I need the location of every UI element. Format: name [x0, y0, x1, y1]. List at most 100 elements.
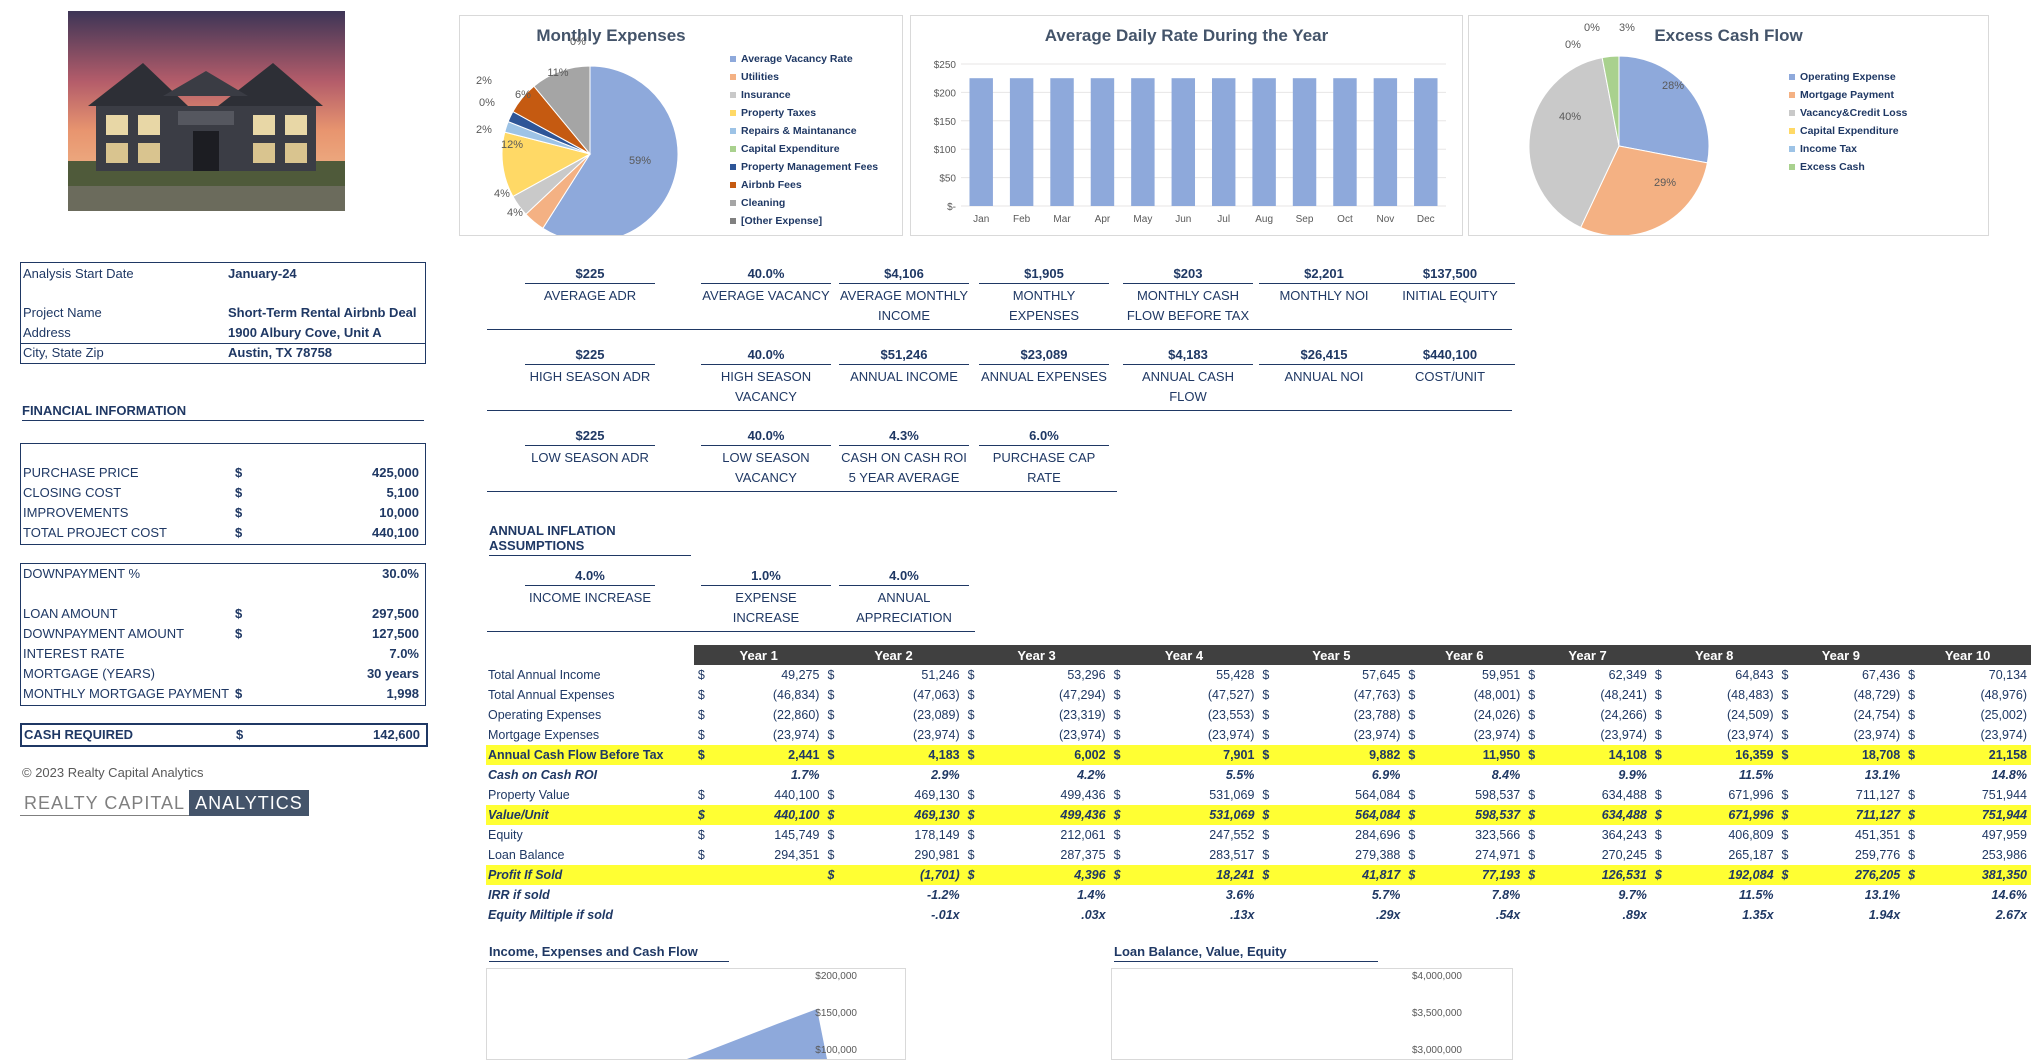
value-cell: (24,026) [1473, 708, 1521, 722]
currency-cell: $ [1404, 865, 1423, 885]
legend-swatch [730, 164, 736, 170]
value-cell: (48,241) [1600, 688, 1647, 702]
value-cell: 276,205 [1795, 865, 1905, 885]
value-cell: 323,566 [1475, 828, 1521, 842]
analysis-start-input[interactable]: January-24 [228, 266, 297, 281]
address-input[interactable]: 1900 Albury Cove, Unit A [228, 325, 382, 340]
slice-label: 2% [476, 124, 492, 136]
slice-label: 0% [1584, 22, 1600, 34]
currency-cell: $ [1654, 688, 1662, 702]
kpi-label: AVERAGE MONTHLY INCOME [839, 288, 969, 323]
kpi-value: 40.0% [701, 266, 831, 284]
value-cell: 59,951 [1482, 668, 1521, 682]
value-cell: 1.4% [1077, 888, 1106, 902]
table-row: Operating Expenses $ (22,860) $ (23,089) $ (23… [486, 705, 2031, 725]
improvements-input[interactable]: 10,000 [379, 505, 419, 520]
value-cell: 14.8% [1991, 768, 2027, 782]
value-cell: 364,243 [1601, 828, 1647, 842]
value-cell: 499,436 [1060, 788, 1106, 802]
value-cell: 406,809 [1728, 828, 1774, 842]
value-cell: 11,950 [1422, 745, 1525, 765]
currency-cell: $ [1113, 668, 1121, 682]
value-cell: 70,134 [1988, 668, 2027, 682]
legend-item: [Other Expense] [730, 212, 878, 230]
value-cell: 381,350 [1921, 865, 2031, 885]
downpayment-pct-input[interactable]: 30.0% [382, 566, 419, 581]
currency-cell: $ [1524, 745, 1542, 765]
value-cell: 4.2% [1077, 768, 1106, 782]
city-input[interactable]: Austin, TX 78758 [228, 345, 333, 360]
currency-cell: $ [1113, 788, 1121, 802]
currency-cell: $ [1113, 828, 1121, 842]
closing-cost-row: CLOSING COST $5,100 [23, 483, 419, 503]
value-cell: (24,754) [1853, 708, 1901, 722]
slice-label: 2% [476, 75, 492, 87]
value-cell: 265,187 [1728, 848, 1774, 862]
currency-cell: $ [1113, 848, 1121, 862]
currency-cell [1778, 885, 1796, 905]
mortgage-years-input[interactable]: 30 years [366, 666, 419, 681]
value-cell: 283,517 [1209, 848, 1255, 862]
currency-cell [1110, 885, 1128, 905]
value-cell: (25,002) [1980, 708, 2027, 722]
currency-cell: $ [1908, 688, 1916, 702]
currency-cell: $ [697, 788, 705, 802]
pie-slice [1618, 55, 1710, 164]
loan-panel: DOWNPAYMENT % 30.0% LOAN AMOUNT $297,500 D… [20, 563, 426, 706]
value-cell: 7.8% [1491, 888, 1521, 902]
kpi-item: $137,500 INITIAL EQUITY [1385, 266, 1515, 306]
x-tick-label: Apr [1095, 214, 1111, 225]
legend-item: Repairs & Maintanance [730, 122, 878, 140]
value-cell: 16,359 [1668, 745, 1778, 765]
currency-cell [1258, 765, 1276, 785]
legend-item: Average Vacancy Rate [730, 50, 878, 68]
value-cell: 751,944 [1921, 805, 2031, 825]
value-cell: 212,061 [1060, 828, 1106, 842]
currency-cell [1904, 905, 1922, 925]
bar [1292, 78, 1317, 206]
value-cell: 192,084 [1668, 865, 1778, 885]
value-cell: 564,084 [1276, 805, 1405, 825]
slice-label: 4% [507, 207, 523, 219]
value-cell: 14,108 [1542, 745, 1651, 765]
project-name-input[interactable]: Short-Term Rental Airbnb Deal [228, 305, 417, 320]
currency-cell [964, 905, 982, 925]
currency-cell: $ [1262, 788, 1270, 802]
x-tick-label: Aug [1255, 214, 1273, 225]
kpi-label: ANNUAL INCOME [850, 369, 958, 384]
currency-cell [1404, 885, 1422, 905]
currency-cell: $ [1650, 865, 1669, 885]
value-cell: (23,974) [1473, 728, 1521, 742]
value-cell: 178,149 [914, 828, 960, 842]
legend-swatch [730, 218, 736, 224]
closing-cost-input[interactable]: 5,100 [386, 485, 419, 500]
interest-rate-input[interactable]: 7.0% [389, 646, 419, 661]
legend-swatch [1789, 74, 1795, 80]
value-cell: 671,996 [1668, 805, 1778, 825]
kpi-item: $23,089 ANNUAL EXPENSES [979, 347, 1109, 387]
value-cell: (23,553) [1207, 708, 1255, 722]
currency-cell: $ [823, 745, 842, 765]
legend-label: Property Management Fees [741, 161, 879, 173]
loan-chart-title: Loan Balance, Value, Equity [1114, 944, 1378, 962]
pie-slice [1601, 55, 1620, 147]
legend-swatch [730, 56, 736, 62]
purchase-price-input[interactable]: 425,000 [372, 465, 419, 480]
monthly-expenses-chart: Monthly Expenses 59% 4% 4% 12% 2% 0% 2% 6% 11% 0%… [459, 15, 903, 236]
value-cell: 1.94x [1868, 908, 1901, 922]
bar-chart: $250 $200 $150 $100 $50 $- Jan Feb Mar Apr May Jun J… [934, 60, 1446, 225]
kpi-label: HIGH SEASON VACANCY [720, 369, 812, 404]
currency-cell: $ [1908, 668, 1916, 682]
currency-cell: $ [1781, 848, 1789, 862]
inflation-title: ANNUAL INFLATION ASSUMPTIONS [489, 523, 691, 556]
slice-label: 12% [501, 139, 523, 151]
pie-slice [542, 65, 679, 235]
legend-label: Property Taxes [741, 107, 817, 119]
slice-label: 28% [1662, 80, 1684, 92]
currency-cell: $ [1258, 805, 1277, 825]
legend-label: Capital Expenditure [741, 143, 840, 155]
bar [1373, 78, 1398, 206]
property-photo [68, 11, 345, 211]
year-header: Year 10 [1904, 645, 2031, 665]
value-cell: .89x [1622, 908, 1647, 922]
